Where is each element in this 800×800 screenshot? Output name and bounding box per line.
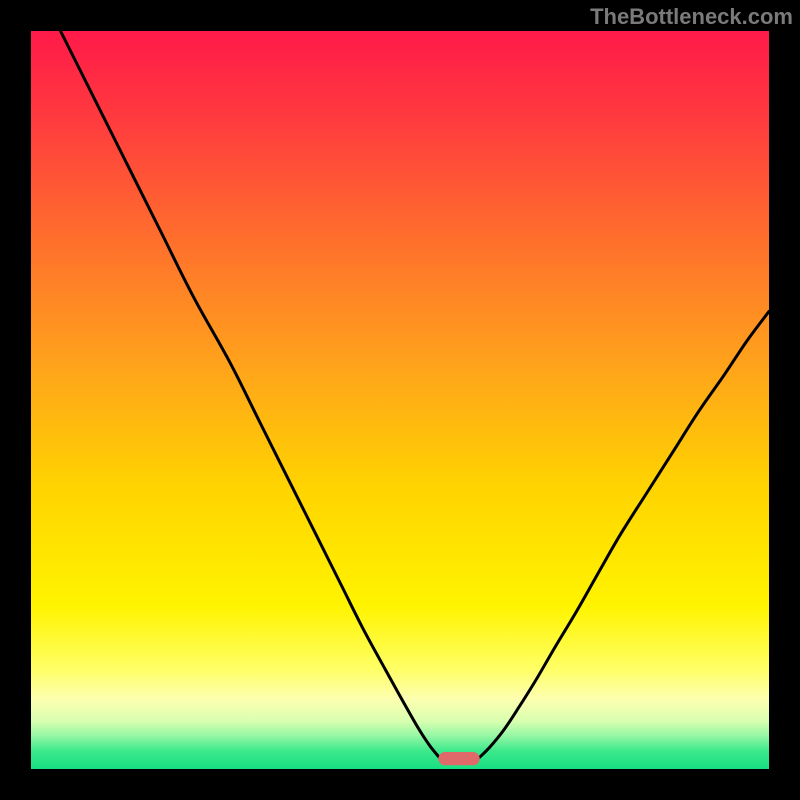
chart-svg xyxy=(0,0,800,800)
gradient-background xyxy=(31,31,769,769)
watermark-text: TheBottleneck.com xyxy=(590,4,793,30)
optimal-marker xyxy=(438,752,479,765)
